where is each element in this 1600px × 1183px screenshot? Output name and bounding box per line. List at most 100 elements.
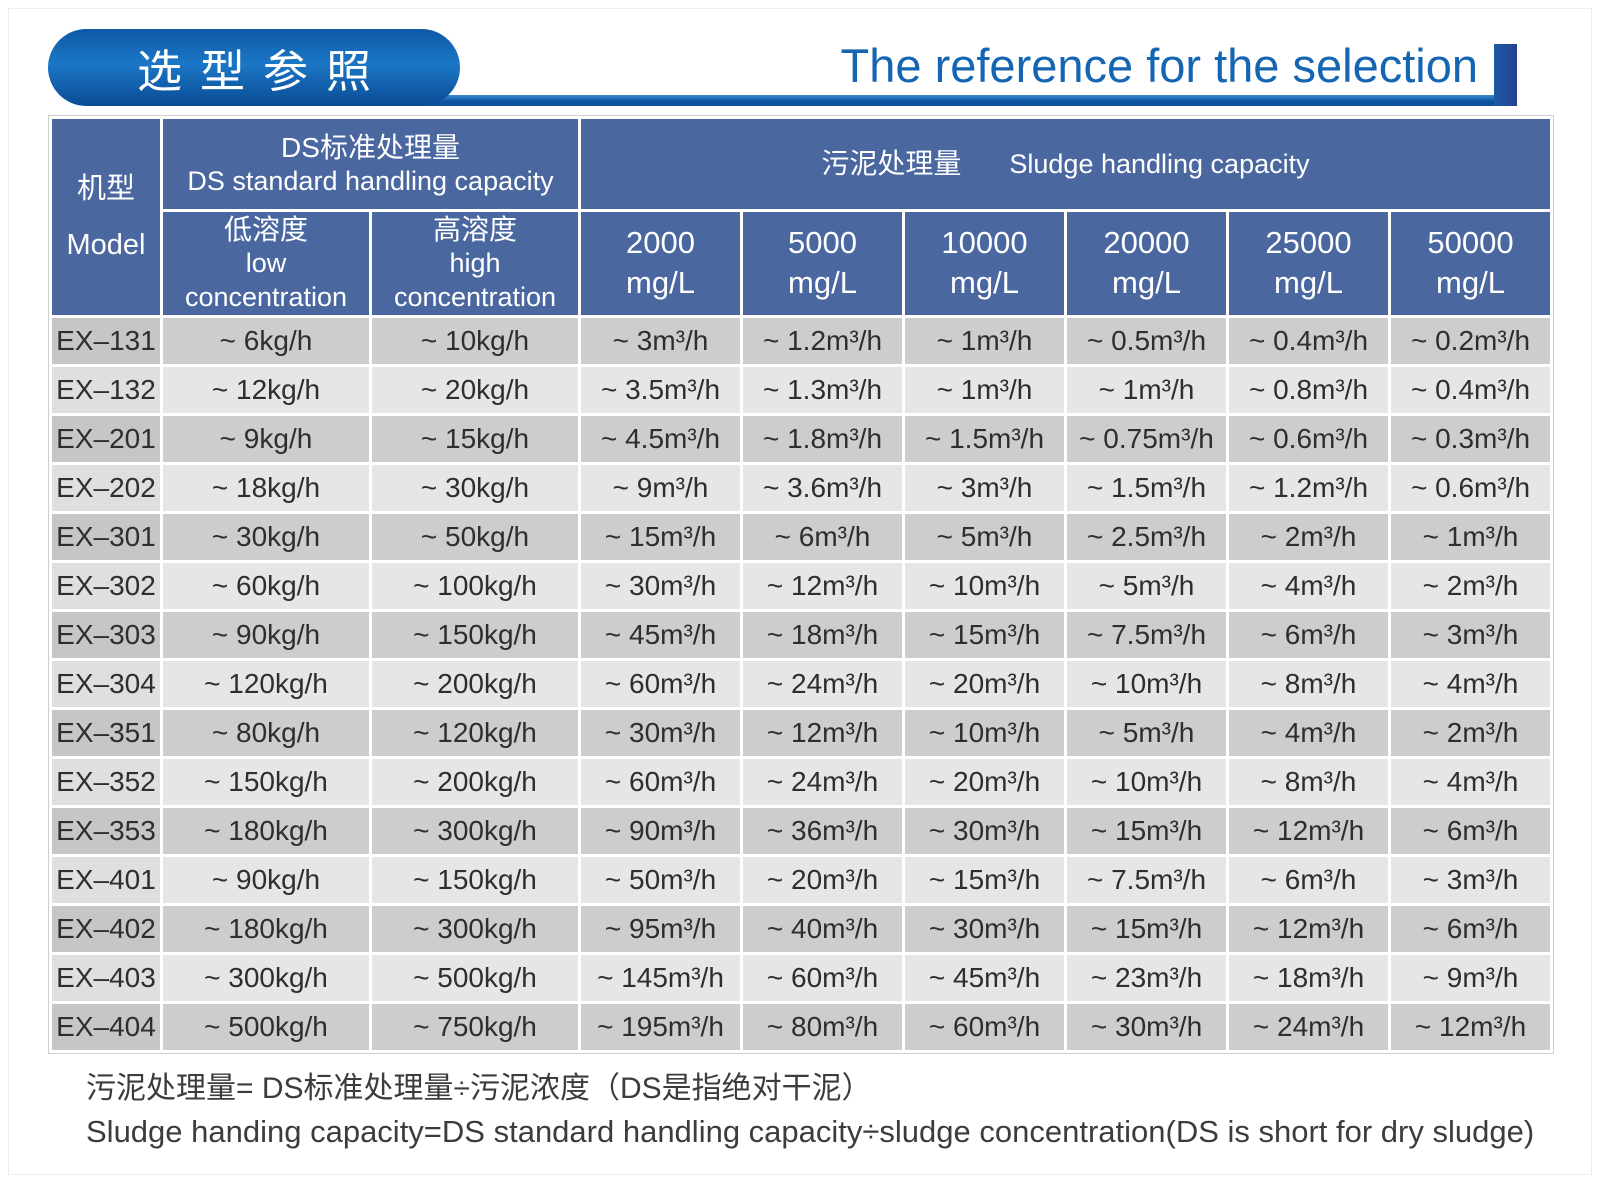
value-cell: ~ 40m³/h [743, 905, 902, 952]
value-cell: ~ 3m³/h [1391, 856, 1550, 903]
value-cell: ~ 5m³/h [1067, 562, 1226, 609]
mg-value: 25000 [1265, 224, 1352, 260]
value-cell: ~ 4.5m³/h [581, 415, 740, 462]
high-header-zh: 高溶度 [432, 214, 517, 245]
value-cell: ~ 5m³/h [905, 513, 1064, 560]
value-cell: ~ 2m³/h [1391, 709, 1550, 756]
value-cell: ~ 60m³/h [743, 954, 902, 1001]
value-cell: ~ 0.8m³/h [1229, 366, 1388, 413]
value-cell: ~ 9kg/h [163, 415, 369, 462]
value-cell: ~ 30m³/h [581, 562, 740, 609]
model-cell: EX–352 [52, 758, 160, 805]
value-cell: ~ 2m³/h [1391, 562, 1550, 609]
value-cell: ~ 150kg/h [372, 611, 578, 658]
table-row: EX–404 ~ 500kg/h ~ 750kg/h ~ 195m³/h ~ 8… [52, 1003, 1550, 1050]
value-cell: ~ 15m³/h [905, 611, 1064, 658]
title-underline-bar [110, 95, 1517, 106]
value-cell: ~ 6m³/h [1391, 807, 1550, 854]
value-cell: ~ 0.6m³/h [1391, 464, 1550, 511]
column-header-sludge-capacity: 污泥处理量 Sludge handling capacity [581, 119, 1550, 209]
value-cell: ~ 300kg/h [372, 905, 578, 952]
high-header-en: high concentration [393, 248, 557, 312]
model-cell: EX–401 [52, 856, 160, 903]
value-cell: ~ 50kg/h [372, 513, 578, 560]
value-cell: ~ 24m³/h [743, 660, 902, 707]
model-cell: EX–353 [52, 807, 160, 854]
value-cell: ~ 0.6m³/h [1229, 415, 1388, 462]
value-cell: ~ 10m³/h [905, 709, 1064, 756]
value-cell: ~ 500kg/h [163, 1003, 369, 1050]
table-body: EX–131 ~ 6kg/h ~ 10kg/h ~ 3m³/h ~ 1.2m³/… [52, 317, 1550, 1050]
section-badge-title: 选型参照 [136, 46, 389, 97]
mg-unit: mg/L [1274, 265, 1343, 301]
value-cell: ~ 30kg/h [163, 513, 369, 560]
value-cell: ~ 0.3m³/h [1391, 415, 1550, 462]
table-row: EX–402 ~ 180kg/h ~ 300kg/h ~ 95m³/h ~ 40… [52, 905, 1550, 952]
value-cell: ~ 2m³/h [1229, 513, 1388, 560]
value-cell: ~ 60m³/h [905, 1003, 1064, 1050]
value-cell: ~ 18m³/h [1229, 954, 1388, 1001]
value-cell: ~ 45m³/h [581, 611, 740, 658]
value-cell: ~ 15m³/h [1067, 905, 1226, 952]
model-header-en: Model [66, 228, 146, 261]
value-cell: ~ 9m³/h [581, 464, 740, 511]
table-row: EX–353 ~ 180kg/h ~ 300kg/h ~ 90m³/h ~ 36… [52, 807, 1550, 854]
value-cell: ~ 7.5m³/h [1067, 611, 1226, 658]
value-cell: ~ 18kg/h [163, 464, 369, 511]
value-cell: ~ 6m³/h [1391, 905, 1550, 952]
value-cell: ~ 20m³/h [905, 660, 1064, 707]
value-cell: ~ 1.5m³/h [905, 415, 1064, 462]
value-cell: ~ 23m³/h [1067, 954, 1226, 1001]
model-cell: EX–403 [52, 954, 160, 1001]
mg-value: 20000 [1103, 224, 1190, 260]
table-row: EX–301 ~ 30kg/h ~ 50kg/h ~ 15m³/h ~ 6m³/… [52, 513, 1550, 560]
value-cell: ~ 30kg/h [372, 464, 578, 511]
value-cell: ~ 1m³/h [905, 317, 1064, 364]
value-cell: ~ 1m³/h [1067, 366, 1226, 413]
mg-value: 50000 [1427, 224, 1514, 260]
value-cell: ~ 15m³/h [905, 856, 1064, 903]
table-row: EX–304 ~ 120kg/h ~ 200kg/h ~ 60m³/h ~ 24… [52, 660, 1550, 707]
value-cell: ~ 20m³/h [743, 856, 902, 903]
low-header-en: low concentration [184, 248, 348, 312]
value-cell: ~ 90m³/h [581, 807, 740, 854]
value-cell: ~ 3.6m³/h [743, 464, 902, 511]
value-cell: ~ 100kg/h [372, 562, 578, 609]
value-cell: ~ 750kg/h [372, 1003, 578, 1050]
value-cell: ~ 12m³/h [1229, 905, 1388, 952]
value-cell: ~ 0.75m³/h [1067, 415, 1226, 462]
value-cell: ~ 50m³/h [581, 856, 740, 903]
value-cell: ~ 0.2m³/h [1391, 317, 1550, 364]
value-cell: ~ 15kg/h [372, 415, 578, 462]
value-cell: ~ 300kg/h [372, 807, 578, 854]
value-cell: ~ 0.5m³/h [1067, 317, 1226, 364]
column-header-high-concentration: 高溶度 high concentration [372, 212, 578, 315]
value-cell: ~ 20kg/h [372, 366, 578, 413]
value-cell: ~ 3.5m³/h [581, 366, 740, 413]
value-cell: ~ 0.4m³/h [1391, 366, 1550, 413]
table-row: EX–131 ~ 6kg/h ~ 10kg/h ~ 3m³/h ~ 1.2m³/… [52, 317, 1550, 364]
value-cell: ~ 200kg/h [372, 660, 578, 707]
value-cell: ~ 60m³/h [581, 660, 740, 707]
model-cell: EX–202 [52, 464, 160, 511]
value-cell: ~ 6m³/h [743, 513, 902, 560]
value-cell: ~ 3m³/h [905, 464, 1064, 511]
value-cell: ~ 0.4m³/h [1229, 317, 1388, 364]
value-cell: ~ 3m³/h [1391, 611, 1550, 658]
value-cell: ~ 30m³/h [581, 709, 740, 756]
mg-value: 5000 [788, 224, 857, 260]
value-cell: ~ 12kg/h [163, 366, 369, 413]
value-cell: ~ 4m³/h [1391, 758, 1550, 805]
value-cell: ~ 8m³/h [1229, 758, 1388, 805]
table-row: EX–351 ~ 80kg/h ~ 120kg/h ~ 30m³/h ~ 12m… [52, 709, 1550, 756]
column-header-10000mg: 10000 mg/L [905, 212, 1064, 315]
model-cell: EX–351 [52, 709, 160, 756]
value-cell: ~ 1.2m³/h [743, 317, 902, 364]
model-cell: EX–304 [52, 660, 160, 707]
mg-unit: mg/L [950, 265, 1019, 301]
table-row: EX–132 ~ 12kg/h ~ 20kg/h ~ 3.5m³/h ~ 1.3… [52, 366, 1550, 413]
column-header-ds-capacity: DS标准处理量 DS standard handling capacity [163, 119, 578, 209]
model-cell: EX–402 [52, 905, 160, 952]
value-cell: ~ 60m³/h [581, 758, 740, 805]
value-cell: ~ 1.2m³/h [1229, 464, 1388, 511]
